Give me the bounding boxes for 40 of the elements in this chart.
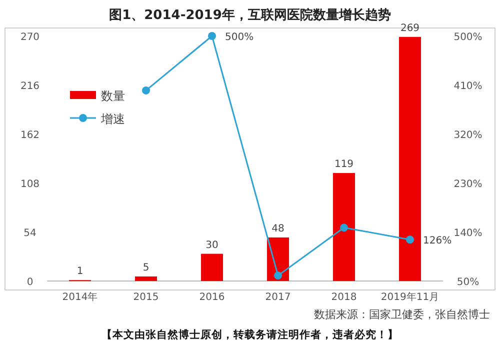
x-tick-label: 2016 (199, 292, 225, 303)
y2-tick-label: 50% (456, 277, 480, 288)
point (142, 86, 150, 94)
y-tick-label: 0 (26, 277, 34, 288)
data-label: 5 (142, 262, 150, 274)
data-label: 119 (334, 159, 354, 170)
chart-title: 图1、2014-2019年，互联网医院数量增长趋势 (109, 7, 391, 23)
point (274, 272, 282, 280)
bar (201, 254, 223, 281)
legend-label: 数量 (101, 89, 125, 103)
bar (135, 276, 157, 281)
point (406, 236, 414, 244)
y-tick-label: 270 (20, 32, 40, 43)
x-tick-label: 2014年 (62, 291, 98, 303)
data-label: 30 (206, 240, 218, 251)
y2-tick-label: 320% (454, 130, 482, 141)
point (340, 224, 348, 232)
y2-tick-label: 410% (454, 81, 482, 92)
y2-tick-label: 500% (454, 32, 482, 43)
bar (333, 173, 355, 281)
data-label: 269 (400, 22, 420, 34)
x-tick-label: 2018 (331, 292, 357, 303)
x-tick-label: 2015 (133, 292, 159, 303)
y2-tick-label: 140% (454, 228, 482, 239)
data-label: 500% (225, 32, 254, 43)
data-label: 126% (423, 236, 452, 247)
source-note: 数据来源：国家卫健委，张自然博士 (314, 308, 490, 321)
bar (399, 36, 421, 281)
y-tick-label: 216 (20, 81, 40, 92)
y-tick-label: 108 (20, 179, 40, 190)
y2-tick-label: 230% (454, 179, 482, 190)
point (208, 32, 216, 40)
data-label: 1 (76, 266, 84, 278)
y-tick-label: 54 (24, 228, 36, 239)
x-tick-label: 2019年11月 (380, 291, 440, 303)
legend-label: 增速 (100, 112, 125, 126)
data-label: 48 (272, 223, 284, 234)
x-tick-label: 2017 (265, 292, 291, 303)
y-tick-label: 162 (20, 130, 40, 141)
text: 【本文由张自然博士原创，转载务请注明作者，违者必究！】 (102, 328, 398, 341)
